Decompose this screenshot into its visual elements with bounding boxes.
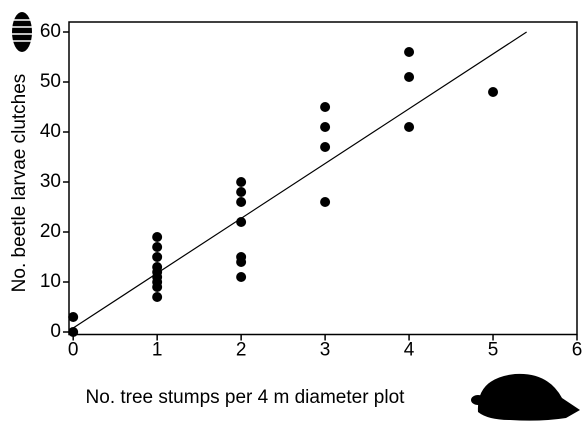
y-tick-label: 30 xyxy=(40,171,61,192)
point xyxy=(320,122,331,132)
point xyxy=(404,122,415,132)
point xyxy=(236,187,247,197)
larva-icon xyxy=(12,12,32,52)
point xyxy=(236,272,247,282)
point xyxy=(152,242,163,252)
point xyxy=(404,47,415,57)
plot-frame xyxy=(68,21,578,336)
x-tick-label: 5 xyxy=(488,340,499,361)
y-tick-label: 0 xyxy=(50,321,61,342)
x-tick-label: 6 xyxy=(572,340,583,361)
point xyxy=(68,312,79,322)
point xyxy=(152,232,163,242)
x-tick-label: 4 xyxy=(404,340,415,361)
y-tick-label: 40 xyxy=(40,121,61,142)
y-tick-label: 60 xyxy=(40,21,61,42)
point xyxy=(236,257,247,267)
y-axis-label: No. beetle larvae clutches xyxy=(9,74,30,293)
point xyxy=(488,87,499,97)
y-tick-label: 50 xyxy=(40,71,61,92)
point xyxy=(320,102,331,112)
x-tick-label: 0 xyxy=(68,340,79,361)
point xyxy=(236,197,247,207)
y-tick-label: 20 xyxy=(40,221,61,242)
point xyxy=(152,292,163,302)
point xyxy=(320,142,331,152)
x-tick-label: 2 xyxy=(236,340,247,361)
fit-line xyxy=(72,31,527,329)
y-tick-label: 10 xyxy=(40,271,61,292)
x-tick-label: 3 xyxy=(320,340,331,361)
point xyxy=(152,282,163,292)
point xyxy=(236,177,247,187)
point xyxy=(68,327,79,337)
point xyxy=(236,217,247,227)
x-axis-label: No. tree stumps per 4 m diameter plot xyxy=(86,387,406,408)
point xyxy=(404,72,415,82)
x-tick-label: 1 xyxy=(152,340,163,361)
point xyxy=(320,197,331,207)
beaver-icon xyxy=(471,373,580,421)
point xyxy=(152,252,163,262)
